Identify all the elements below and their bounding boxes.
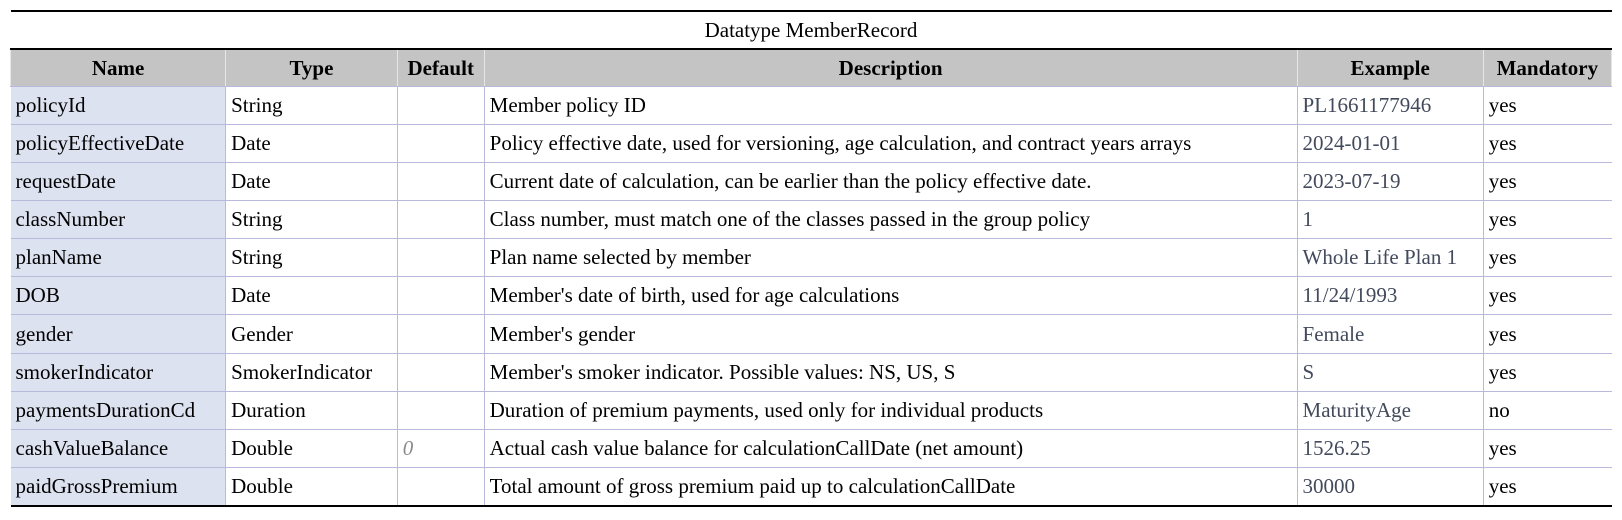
header-row: Name Type Default Description Example Ma… bbox=[9, 49, 1613, 87]
cell-description: Actual cash value balance for calculatio… bbox=[483, 428, 1298, 468]
cell-example: S bbox=[1296, 352, 1484, 392]
cell-name: classNumber bbox=[10, 200, 227, 240]
cell-type: Date bbox=[225, 276, 398, 316]
cell-mandatory: yes bbox=[1482, 314, 1612, 354]
table-row: policyId String Member policy ID PL16611779… bbox=[10, 85, 1612, 126]
cell-description: Member's smoker indicator. Possible valu… bbox=[483, 352, 1298, 392]
cell-description: Member's gender bbox=[483, 314, 1298, 354]
table-row: paidGrossPremium Double Total amount of gr… bbox=[10, 466, 1612, 506]
cell-example: 1526.25 bbox=[1296, 428, 1484, 468]
cell-name: DOB bbox=[10, 276, 227, 316]
column-header-example: Example bbox=[1296, 49, 1484, 87]
cell-description: Total amount of gross premium paid up to… bbox=[483, 466, 1298, 506]
column-header-type: Type bbox=[225, 49, 398, 87]
cell-type: Double bbox=[225, 428, 398, 468]
table-row: smokerIndicator SmokerIndicator Member's s… bbox=[10, 352, 1612, 392]
table-row: policyEffectiveDate Date Policy effective … bbox=[10, 124, 1612, 164]
cell-type: Date bbox=[225, 162, 398, 202]
cell-default bbox=[396, 124, 485, 164]
cell-description: Member's date of birth, used for age cal… bbox=[483, 276, 1298, 316]
cell-default bbox=[396, 85, 485, 126]
cell-type: Date bbox=[225, 124, 398, 164]
column-header-mandatory: Mandatory bbox=[1482, 49, 1613, 87]
cell-description: Current date of calculation, can be earl… bbox=[483, 162, 1298, 202]
column-header-name: Name bbox=[9, 49, 227, 87]
table-row: cashValueBalance Double 0 Actual cash value… bbox=[10, 428, 1612, 468]
cell-default bbox=[396, 390, 485, 430]
table-body: policyId String Member policy ID PL16611779… bbox=[10, 85, 1612, 506]
cell-type: Gender bbox=[225, 314, 398, 354]
table-row: classNumber String Class number, must matc… bbox=[10, 200, 1612, 240]
cell-type: String bbox=[225, 85, 398, 126]
cell-description: Plan name selected by member bbox=[483, 238, 1298, 278]
cell-default bbox=[396, 466, 485, 506]
cell-example: MaturityAge bbox=[1296, 390, 1484, 430]
cell-type: SmokerIndicator bbox=[225, 352, 398, 392]
column-header-default: Default bbox=[396, 49, 485, 87]
title-row: Datatype MemberRecord bbox=[10, 11, 1612, 50]
cell-description: Class number, must match one of the clas… bbox=[483, 200, 1298, 240]
cell-name: requestDate bbox=[10, 162, 227, 202]
cell-mandatory: yes bbox=[1482, 85, 1612, 126]
cell-mandatory: yes bbox=[1482, 238, 1612, 278]
cell-example: 1 bbox=[1296, 200, 1484, 240]
cell-description: Policy effective date, used for versioni… bbox=[483, 124, 1298, 164]
cell-default bbox=[396, 276, 485, 316]
cell-type: Duration bbox=[225, 390, 398, 430]
cell-example: 2024-01-01 bbox=[1296, 124, 1484, 164]
table-row: DOB Date Member's date of birth, used for … bbox=[10, 276, 1612, 316]
cell-mandatory: yes bbox=[1482, 162, 1612, 202]
cell-name: cashValueBalance bbox=[10, 428, 227, 468]
cell-type: String bbox=[225, 200, 398, 240]
cell-mandatory: yes bbox=[1482, 352, 1612, 392]
cell-mandatory: yes bbox=[1482, 124, 1612, 164]
cell-description: Member policy ID bbox=[483, 85, 1298, 126]
cell-default: 0 bbox=[396, 428, 485, 468]
cell-mandatory: yes bbox=[1482, 428, 1612, 468]
cell-mandatory: yes bbox=[1482, 200, 1612, 240]
datatype-table: Datatype MemberRecord Name Type Default … bbox=[9, 10, 1613, 507]
table-title: Datatype MemberRecord bbox=[10, 11, 1612, 50]
cell-default bbox=[396, 200, 485, 240]
cell-name: smokerIndicator bbox=[10, 352, 227, 392]
cell-type: String bbox=[225, 238, 398, 278]
cell-name: planName bbox=[10, 238, 227, 278]
cell-name: policyId bbox=[10, 85, 227, 126]
table-row: planName String Plan name selected by memb… bbox=[10, 238, 1612, 278]
cell-example: PL1661177946 bbox=[1296, 85, 1484, 126]
table-row: paymentsDurationCd Duration Duration of pr… bbox=[10, 390, 1612, 430]
cell-example: 11/24/1993 bbox=[1296, 276, 1484, 316]
cell-mandatory: no bbox=[1482, 390, 1612, 430]
cell-example: Female bbox=[1296, 314, 1484, 354]
cell-default bbox=[396, 238, 485, 278]
cell-default bbox=[396, 162, 485, 202]
cell-name: paymentsDurationCd bbox=[10, 390, 227, 430]
cell-example: 2023-07-19 bbox=[1296, 162, 1484, 202]
cell-description: Duration of premium payments, used only … bbox=[483, 390, 1298, 430]
cell-mandatory: yes bbox=[1482, 466, 1612, 506]
cell-default bbox=[396, 314, 485, 354]
table-row: gender Gender Member's gender Female yes bbox=[10, 314, 1612, 354]
cell-name: gender bbox=[10, 314, 227, 354]
cell-mandatory: yes bbox=[1482, 276, 1612, 316]
column-header-description: Description bbox=[483, 49, 1298, 87]
cell-default bbox=[396, 352, 485, 392]
cell-example: Whole Life Plan 1 bbox=[1296, 238, 1484, 278]
cell-example: 30000 bbox=[1296, 466, 1484, 506]
table-row: requestDate Date Current date of calculati… bbox=[10, 162, 1612, 202]
cell-name: policyEffectiveDate bbox=[10, 124, 227, 164]
cell-name: paidGrossPremium bbox=[10, 466, 227, 506]
cell-type: Double bbox=[225, 466, 398, 506]
